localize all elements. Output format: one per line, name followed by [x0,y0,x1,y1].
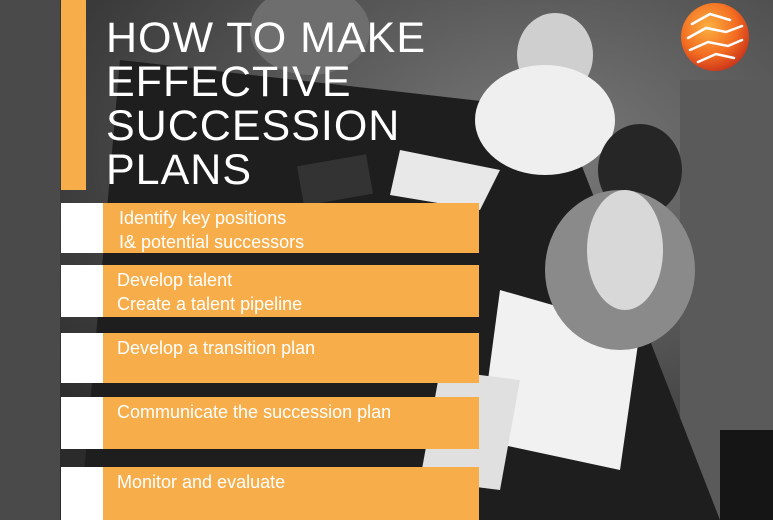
step-orange-block [103,467,479,520]
step-text: Develop a transition plan [117,336,315,360]
step-identify-key-positions: Identify key positions I& potential succ… [61,203,479,253]
step-communicate-plan: Communicate the succession plan [61,397,479,449]
title-line: HOW TO MAKE [106,14,426,62]
step-line: Develop talent [117,270,233,290]
title-accent-bar [61,0,86,190]
sphere-logo-icon [681,3,749,71]
step-white-block [61,467,103,520]
step-orange-block [103,397,479,449]
step-monitor-evaluate: Monitor and evaluate [61,467,479,520]
step-orange-block [103,333,479,383]
step-line: Communicate the succession plan [117,402,392,422]
title-line: EFFECTIVE [106,58,352,106]
step-transition-plan: Develop a transition plan [61,333,479,383]
step-line: Create a talent pipeline [117,294,303,314]
step-develop-talent: Develop talent Create a talent pipeline [61,265,479,317]
title-line: SUCCESSION [106,102,401,150]
step-text: Communicate the succession plan [117,400,391,424]
step-line: Monitor and evaluate [117,472,286,492]
step-line: Develop a transition plan [117,338,316,358]
step-white-block [61,397,103,449]
step-line: Identify key positions [119,208,287,228]
step-orange-block [103,265,479,317]
title-line: PLANS [106,146,253,194]
step-text: Identify key positions I& potential succ… [119,206,304,254]
step-orange-block [103,203,479,253]
step-white-block [61,333,103,383]
page-title: HOW TO MAKE EFFECTIVE SUCCESSION PLANS [106,16,426,192]
step-text: Monitor and evaluate [117,470,285,494]
step-line: I& potential successors [119,232,305,252]
step-white-block [61,203,103,253]
step-white-block [61,265,103,317]
step-text: Develop talent Create a talent pipeline [117,268,302,316]
